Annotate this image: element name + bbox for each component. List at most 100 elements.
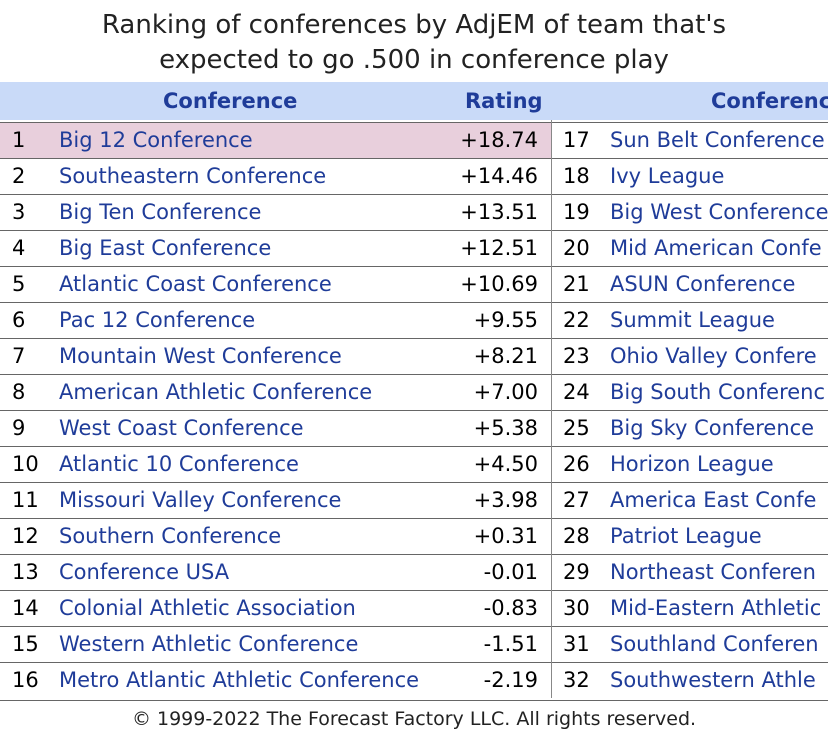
table-row	[0, 626, 828, 662]
conference-name: Pac 12 Conference	[59, 308, 256, 332]
conference-name: Patriot League	[610, 524, 762, 548]
table-row	[0, 590, 828, 626]
rank: 31	[563, 632, 590, 656]
conference-name: Atlantic Coast Conference	[59, 272, 332, 296]
table-row	[0, 230, 828, 266]
rating: +14.46	[460, 164, 538, 188]
conference-name: ASUN Conference	[610, 272, 796, 296]
table-row	[0, 194, 828, 230]
rating: -1.51	[483, 632, 538, 656]
rating: +12.51	[460, 236, 538, 260]
conference-name: Big East Conference	[59, 236, 272, 260]
conference-name: Big 12 Conference	[59, 128, 253, 152]
rank: 6	[12, 308, 26, 332]
rank: 1	[12, 128, 26, 152]
conference-name: Big Ten Conference	[59, 200, 262, 224]
table-row	[0, 410, 828, 446]
rank: 7	[12, 344, 26, 368]
title-line: Ranking of conferences by AdjEM of team …	[101, 10, 727, 40]
conference-name: Mountain West Conference	[59, 344, 342, 368]
rank: 26	[563, 452, 590, 476]
rank: 29	[563, 560, 590, 584]
conference-name: Mid American Confe	[610, 236, 822, 260]
conference-name: Southwestern Athle	[610, 668, 816, 692]
conference-name: Southern Conference	[59, 524, 282, 548]
table-row	[0, 158, 828, 194]
rating: -0.83	[483, 596, 538, 620]
footer: © 1999-2022 The Forecast Factory LLC. Al…	[0, 700, 828, 737]
rank: 8	[12, 380, 26, 404]
table-row	[0, 266, 828, 302]
rank: 18	[563, 164, 590, 188]
rating: +0.31	[473, 524, 538, 548]
conference-name: West Coast Conference	[59, 416, 304, 440]
rank: 32	[563, 668, 590, 692]
table-row	[0, 302, 828, 338]
table-row	[0, 374, 828, 410]
rank: 23	[563, 344, 590, 368]
rank: 10	[12, 452, 39, 476]
conference-name: American Athletic Conference	[59, 380, 373, 404]
rating: +13.51	[460, 200, 538, 224]
conference-name: Conference USA	[59, 560, 230, 584]
conference-name: Big South Conferenc	[610, 380, 826, 404]
table-row	[0, 338, 828, 374]
rank: 24	[563, 380, 590, 404]
table-row	[0, 446, 828, 482]
rank: 11	[12, 488, 39, 512]
rating: +10.69	[460, 272, 538, 296]
table-row	[0, 662, 828, 698]
conference-name: Western Athletic Conference	[59, 632, 359, 656]
rank: 27	[563, 488, 590, 512]
rating: +18.74	[460, 128, 538, 152]
conference-name: Missouri Valley Conference	[59, 488, 342, 512]
rank: 3	[12, 200, 26, 224]
header-cell: Rating	[465, 89, 543, 113]
table-row	[0, 554, 828, 590]
conference-name: Colonial Athletic Association	[59, 596, 356, 620]
table-row	[0, 518, 828, 554]
rank: 2	[12, 164, 26, 188]
rating: -0.01	[483, 560, 538, 584]
rank: 13	[12, 560, 39, 584]
conference-name: Atlantic 10 Conference	[59, 452, 299, 476]
header-cell: Conference	[163, 89, 298, 113]
conference-name: Northeast Conferen	[610, 560, 816, 584]
table-row	[0, 482, 828, 518]
rank: 25	[563, 416, 590, 440]
rank: 14	[12, 596, 39, 620]
conference-name: Southeastern Conference	[59, 164, 327, 188]
title-line: expected to go .500 in conference play	[159, 45, 669, 75]
rating: +8.21	[473, 344, 538, 368]
rank: 12	[12, 524, 39, 548]
conference-name: Sun Belt Conference	[610, 128, 825, 152]
rank: 15	[12, 632, 39, 656]
conference-name: America East Confe	[610, 488, 817, 512]
conference-name: Summit League	[610, 308, 775, 332]
header-row	[0, 82, 828, 120]
conference-name: Big West Conference	[610, 200, 828, 224]
rating: +3.98	[473, 488, 538, 512]
rank: 4	[12, 236, 26, 260]
rating: -2.19	[483, 668, 538, 692]
rank: 22	[563, 308, 590, 332]
rating: +5.38	[473, 416, 538, 440]
conference-name: Big Sky Conference	[610, 416, 815, 440]
header-cell: Conferenc	[711, 89, 828, 113]
rank: 20	[563, 236, 590, 260]
rating: +9.55	[473, 308, 538, 332]
conference-name: Southland Conferen	[610, 632, 819, 656]
rank: 19	[563, 200, 590, 224]
rank: 21	[563, 272, 590, 296]
rank: 5	[12, 272, 26, 296]
rating: +7.00	[473, 380, 538, 404]
rank: 16	[12, 668, 39, 692]
conference-name: Horizon League	[610, 452, 774, 476]
conference-name: Ivy League	[610, 164, 725, 188]
conference-name: Ohio Valley Confere	[610, 344, 817, 368]
rating: +4.50	[473, 452, 538, 476]
conference-name: Metro Atlantic Athletic Conference	[59, 668, 420, 692]
column-divider	[551, 120, 552, 698]
rank: 9	[12, 416, 26, 440]
